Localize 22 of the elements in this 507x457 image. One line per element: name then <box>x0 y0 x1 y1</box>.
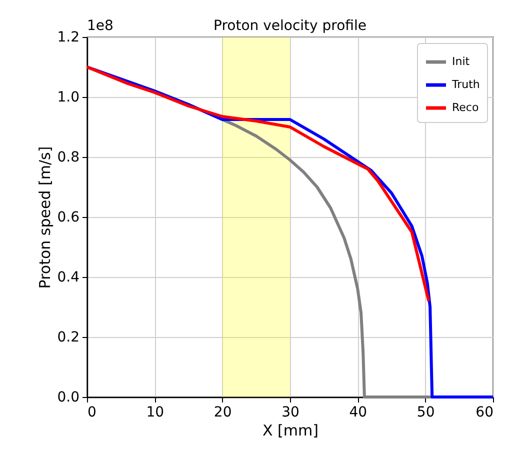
y-tick-label: 0.4 <box>57 270 80 286</box>
x-tick-label: 60 <box>476 404 494 420</box>
legend-label: Reco <box>452 101 479 114</box>
x-tick-label: 30 <box>282 404 300 420</box>
x-tick-label: 20 <box>214 404 232 420</box>
x-axis-title: X [mm] <box>262 422 318 440</box>
y-axis-title: Proton speed [m/s] <box>36 146 54 289</box>
text: 1e8 <box>87 18 114 34</box>
legend-label: Init <box>452 55 470 68</box>
y-tick-label: 0.0 <box>57 390 80 406</box>
y-tick-label: 0.8 <box>57 150 80 166</box>
legend-label: Truth <box>451 78 480 91</box>
chart-title: Proton velocity profile <box>214 18 366 34</box>
y-tick-label: 0.2 <box>57 330 80 346</box>
x-tick-label: 0 <box>88 404 96 420</box>
y-tick-label: 0.6 <box>57 210 80 226</box>
y-tick-label: 1.0 <box>57 90 80 106</box>
x-tick-label: 40 <box>349 404 368 420</box>
x-tick-label: 50 <box>416 404 435 420</box>
y-tick-label: 1.2 <box>57 30 80 46</box>
x-tick-label: 10 <box>146 404 164 420</box>
line-series <box>86 66 430 302</box>
